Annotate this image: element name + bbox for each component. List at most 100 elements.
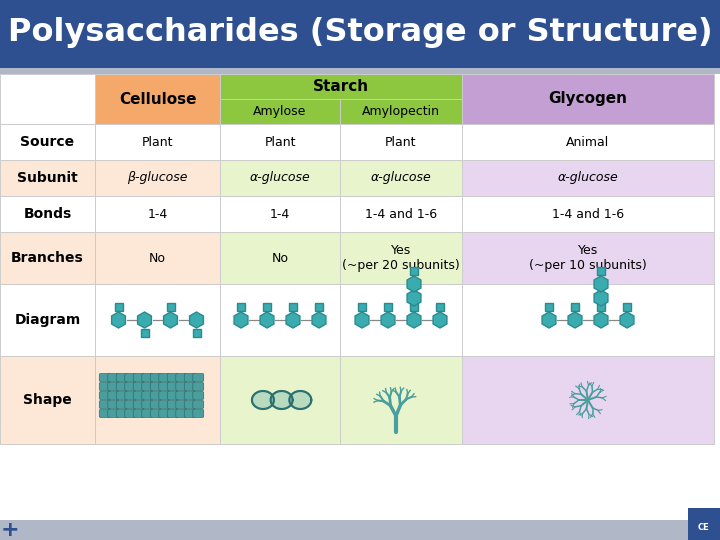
- FancyBboxPatch shape: [193, 374, 204, 381]
- FancyBboxPatch shape: [176, 382, 186, 390]
- FancyBboxPatch shape: [159, 382, 170, 390]
- FancyBboxPatch shape: [193, 409, 204, 417]
- Bar: [410, 303, 418, 311]
- FancyBboxPatch shape: [150, 382, 161, 390]
- Bar: [95, 356, 220, 444]
- Polygon shape: [271, 391, 292, 409]
- Text: Yes
(~per 10 subunits): Yes (~per 10 subunits): [529, 244, 647, 272]
- FancyBboxPatch shape: [142, 382, 153, 390]
- FancyBboxPatch shape: [176, 392, 186, 400]
- FancyBboxPatch shape: [133, 382, 144, 390]
- Text: α-glucose: α-glucose: [557, 172, 618, 185]
- FancyBboxPatch shape: [117, 382, 127, 390]
- Bar: [462, 124, 714, 160]
- Text: Polysaccharides (Storage or Structure): Polysaccharides (Storage or Structure): [8, 17, 712, 48]
- Bar: [384, 303, 392, 311]
- FancyBboxPatch shape: [125, 392, 135, 400]
- Text: Plant: Plant: [142, 136, 174, 148]
- Text: 1-4 and 1-6: 1-4 and 1-6: [552, 207, 624, 220]
- FancyBboxPatch shape: [99, 409, 110, 417]
- FancyBboxPatch shape: [108, 374, 119, 381]
- Bar: [220, 356, 340, 444]
- Text: Amylopectin: Amylopectin: [362, 105, 440, 118]
- Text: α-glucose: α-glucose: [371, 172, 431, 185]
- Polygon shape: [568, 312, 582, 328]
- Text: Animal: Animal: [567, 136, 610, 148]
- FancyBboxPatch shape: [150, 401, 161, 408]
- Text: Cellulose: Cellulose: [119, 91, 197, 106]
- Text: +: +: [1, 520, 19, 540]
- Bar: [95, 74, 220, 124]
- Bar: [220, 232, 340, 284]
- FancyBboxPatch shape: [117, 392, 127, 400]
- Bar: [340, 196, 462, 232]
- Text: Yes
(~per 20 subunits): Yes (~per 20 subunits): [342, 244, 460, 272]
- FancyBboxPatch shape: [142, 374, 153, 381]
- Bar: [340, 232, 462, 284]
- Polygon shape: [286, 312, 300, 328]
- Text: Glycogen: Glycogen: [549, 91, 628, 106]
- Bar: [340, 99, 462, 124]
- Polygon shape: [163, 312, 177, 328]
- FancyBboxPatch shape: [167, 382, 179, 390]
- FancyBboxPatch shape: [150, 392, 161, 400]
- Bar: [410, 281, 418, 289]
- Bar: [95, 196, 220, 232]
- Bar: [192, 329, 200, 337]
- Polygon shape: [594, 290, 608, 306]
- Polygon shape: [542, 312, 556, 328]
- FancyBboxPatch shape: [167, 392, 179, 400]
- Polygon shape: [289, 391, 311, 409]
- Polygon shape: [189, 312, 204, 328]
- Text: Branches: Branches: [11, 251, 84, 265]
- FancyBboxPatch shape: [142, 392, 153, 400]
- Text: 1-4: 1-4: [270, 207, 290, 220]
- Text: α-glucose: α-glucose: [250, 172, 310, 185]
- FancyBboxPatch shape: [125, 401, 135, 408]
- Polygon shape: [312, 312, 326, 328]
- Text: Bonds: Bonds: [23, 207, 71, 221]
- Bar: [95, 160, 220, 196]
- Text: Diagram: Diagram: [14, 313, 81, 327]
- FancyBboxPatch shape: [142, 401, 153, 408]
- FancyBboxPatch shape: [193, 392, 204, 400]
- FancyBboxPatch shape: [99, 382, 110, 390]
- FancyBboxPatch shape: [159, 392, 170, 400]
- Text: Plant: Plant: [385, 136, 417, 148]
- Bar: [0, 0, 720, 68]
- FancyBboxPatch shape: [117, 409, 127, 417]
- FancyBboxPatch shape: [133, 409, 144, 417]
- Polygon shape: [594, 276, 608, 292]
- FancyBboxPatch shape: [167, 409, 179, 417]
- Bar: [436, 303, 444, 311]
- Bar: [315, 303, 323, 311]
- Bar: [462, 284, 714, 356]
- Bar: [688, 508, 720, 540]
- Bar: [220, 124, 340, 160]
- Bar: [358, 303, 366, 311]
- FancyBboxPatch shape: [193, 382, 204, 390]
- FancyBboxPatch shape: [125, 382, 135, 390]
- FancyBboxPatch shape: [176, 401, 186, 408]
- Text: Source: Source: [20, 135, 75, 149]
- FancyBboxPatch shape: [108, 392, 119, 400]
- Bar: [263, 303, 271, 311]
- FancyBboxPatch shape: [150, 409, 161, 417]
- Bar: [0, 284, 95, 356]
- Bar: [220, 74, 462, 99]
- Polygon shape: [407, 276, 421, 292]
- Bar: [0, 68, 720, 74]
- Bar: [597, 281, 605, 289]
- Bar: [289, 303, 297, 311]
- FancyBboxPatch shape: [176, 374, 186, 381]
- Bar: [166, 303, 174, 311]
- Text: No: No: [149, 252, 166, 265]
- FancyBboxPatch shape: [117, 374, 127, 381]
- Bar: [0, 356, 95, 444]
- FancyBboxPatch shape: [176, 409, 186, 417]
- Bar: [0, 160, 95, 196]
- Text: CE: CE: [698, 523, 710, 531]
- Polygon shape: [234, 312, 248, 328]
- Polygon shape: [260, 312, 274, 328]
- Bar: [0, 520, 720, 540]
